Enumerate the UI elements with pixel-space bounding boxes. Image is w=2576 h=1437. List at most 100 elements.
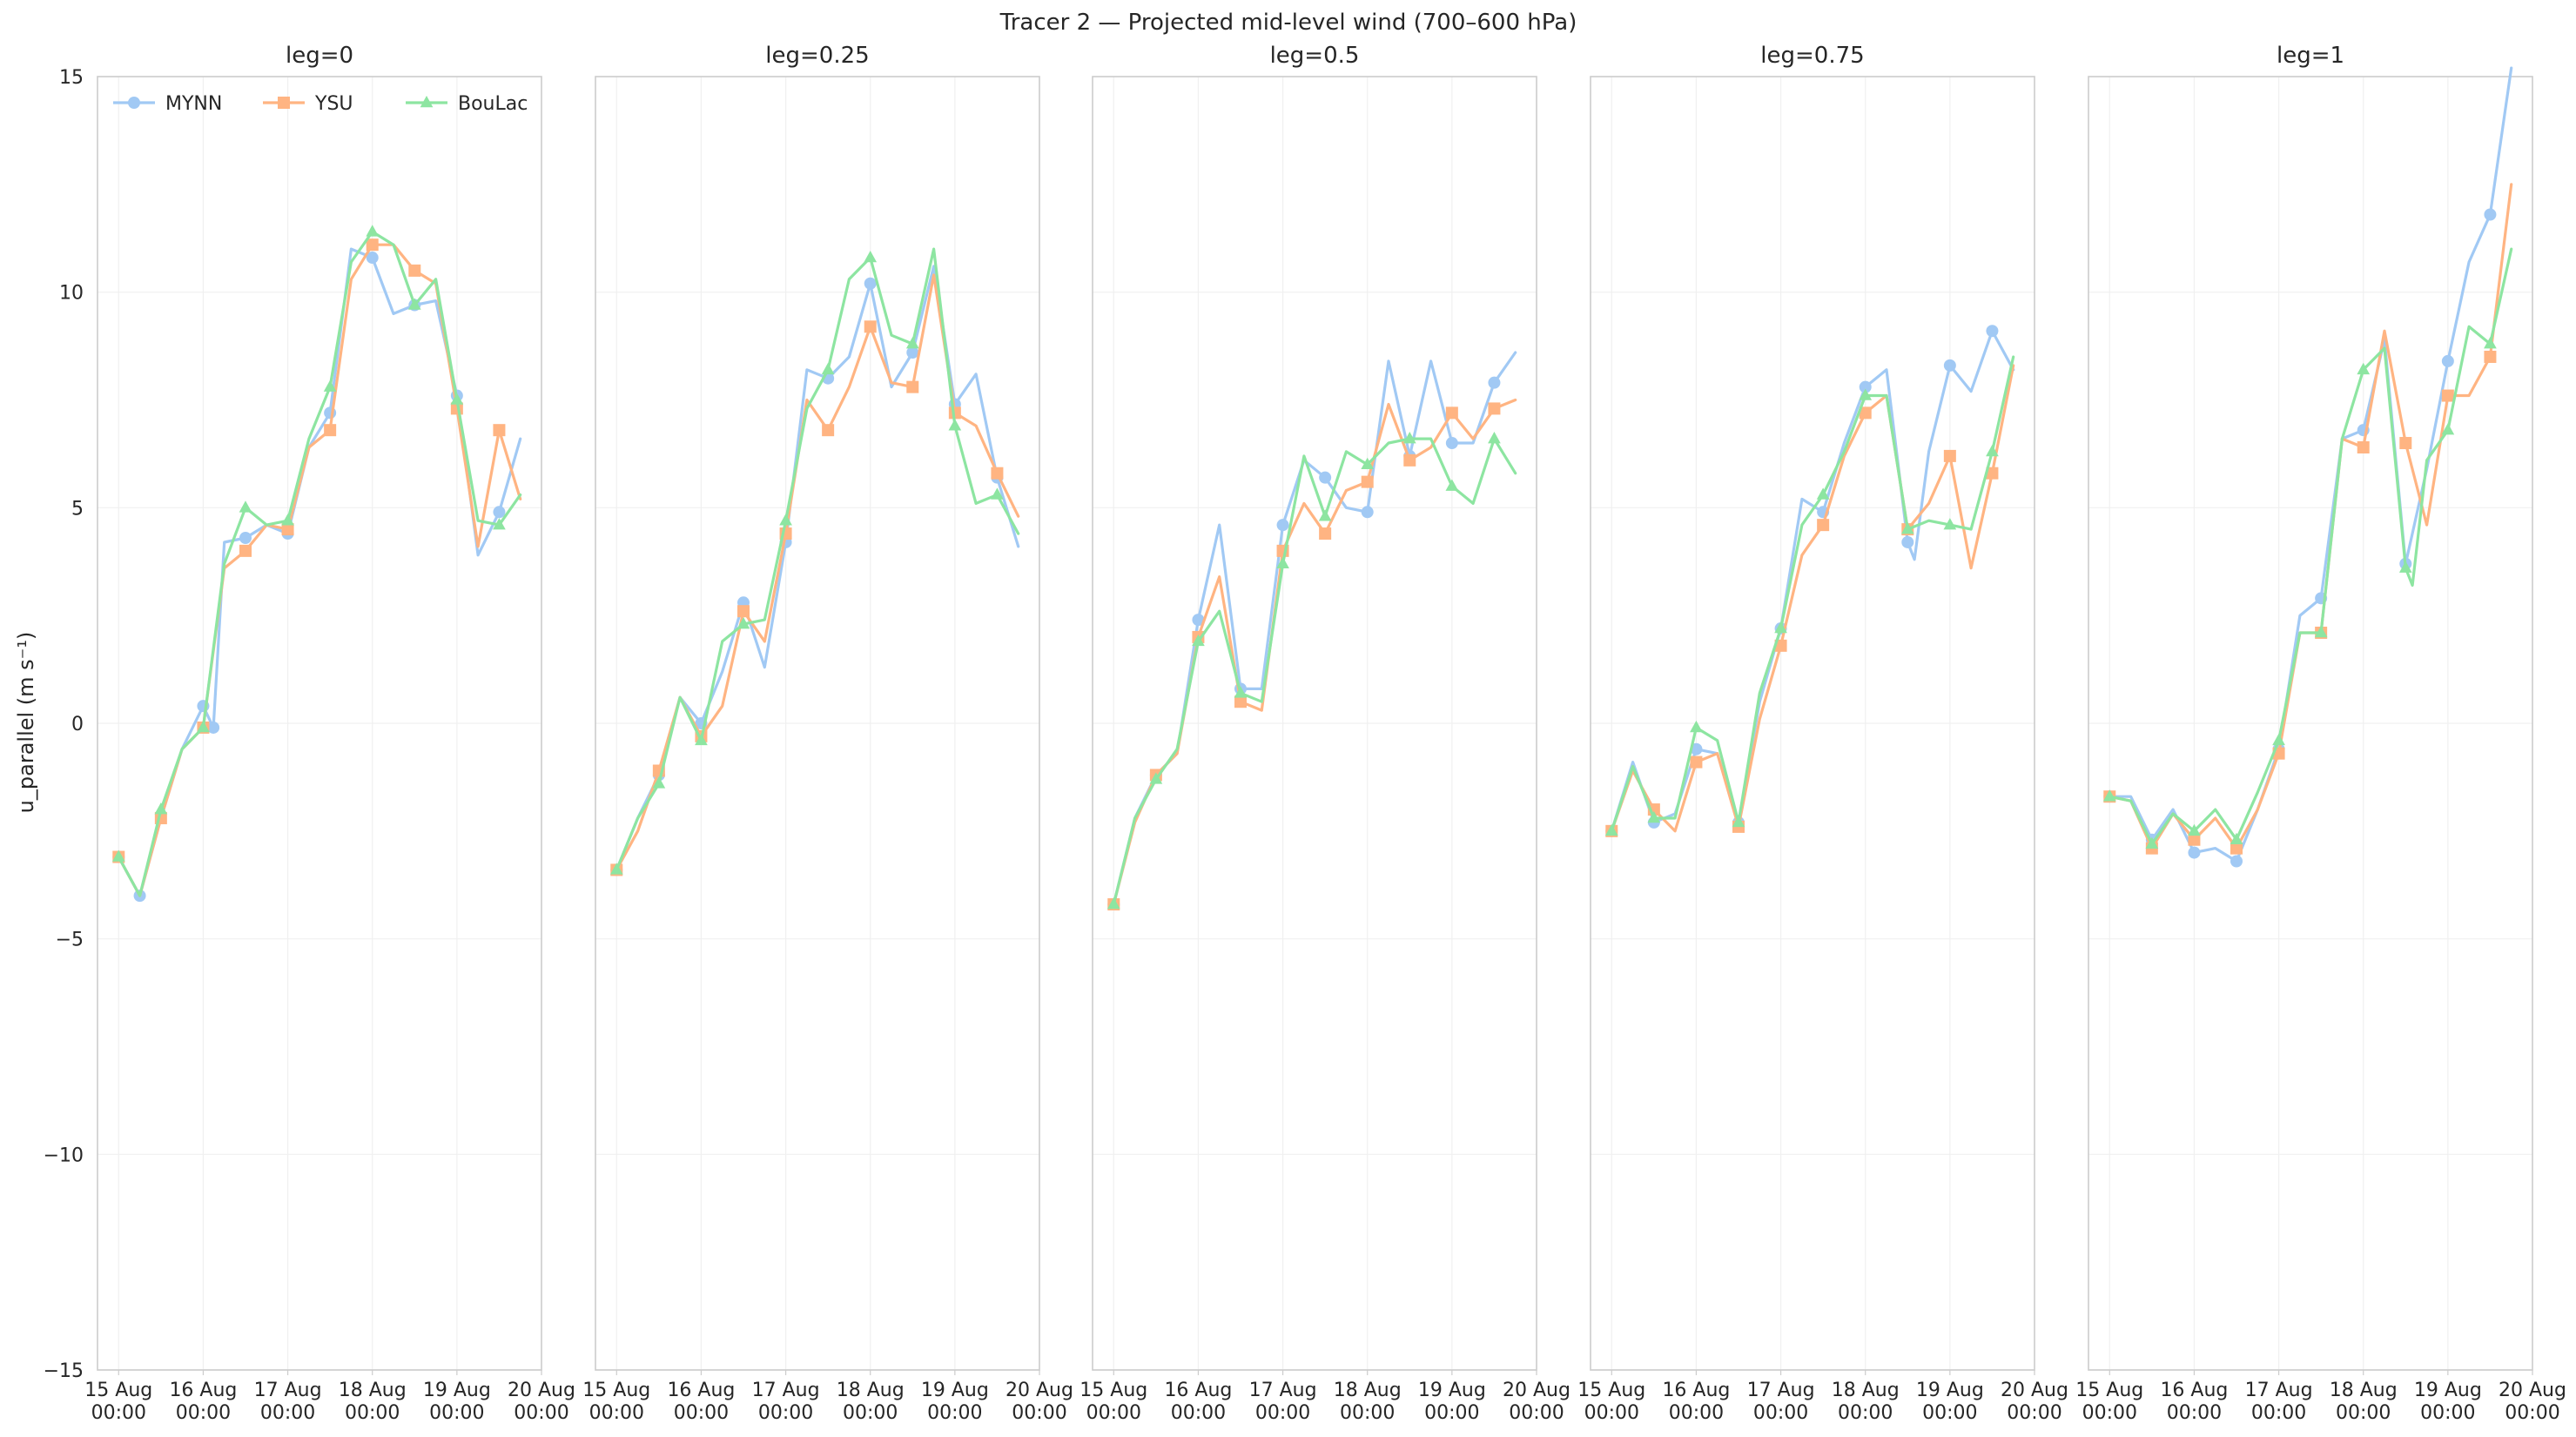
data-point (1445, 406, 1458, 420)
panel-2: leg=0.5 15 Aug 00:00 16 Aug 00:00 17 Aug 00:00… (1079, 43, 1570, 1424)
data-point (2272, 733, 2285, 746)
data-point (609, 863, 623, 875)
data-point (1732, 815, 1745, 828)
series-line (2108, 183, 2513, 850)
panel-1: leg=0.25 15 Aug 00:00 16 Aug 00:00 17 Aug 00:0… (582, 43, 1073, 1424)
series-line (117, 247, 522, 897)
series-boulac (111, 225, 522, 897)
y-tick-label: −5 (56, 930, 84, 951)
series-line (1112, 351, 1517, 906)
data-point (1774, 639, 1787, 652)
x-tick-label: 15 Aug 00:00 (2075, 1380, 2143, 1424)
data-point (450, 393, 464, 405)
data-point (1106, 896, 1120, 910)
data-point (2398, 561, 2412, 573)
data-point (1647, 810, 1661, 823)
x-tick-label: 15 Aug 00:00 (582, 1380, 650, 1424)
series-line (1610, 364, 2015, 833)
y-tick-label: −15 (44, 1360, 84, 1382)
y-tick-label: 10 (59, 283, 84, 305)
data-point (991, 467, 1004, 480)
series-mynn (2103, 66, 2513, 868)
data-point (948, 419, 962, 431)
panel-frame (595, 76, 1040, 1371)
x-tick-label: 16 Aug 00:00 (2160, 1380, 2228, 1424)
data-point (864, 320, 877, 333)
legend-label: MYNN (165, 93, 222, 115)
series-line (1610, 329, 2015, 833)
x-tick-label: 15 Aug 00:00 (1577, 1380, 1645, 1424)
data-point (1690, 755, 1703, 769)
series-ysu (1605, 364, 2015, 837)
data-point (1234, 695, 1247, 708)
data-point (695, 733, 708, 746)
series-line (1610, 355, 2015, 833)
data-point (1859, 380, 1872, 393)
series-line (2108, 247, 2513, 846)
x-tick-label: 17 Aug 00:00 (1747, 1380, 1815, 1424)
x-tick-label: 17 Aug 00:00 (752, 1380, 820, 1424)
data-point (366, 252, 379, 265)
data-point (1943, 449, 1956, 462)
data-point (1817, 519, 1830, 532)
x-tick-label: 17 Aug 00:00 (1249, 1380, 1317, 1424)
x-tick-label: 18 Aug 00:00 (339, 1380, 407, 1424)
series-boulac (1106, 432, 1517, 910)
data-point (408, 264, 421, 277)
data-point (1859, 406, 1872, 420)
x-tick-label: 19 Aug 00:00 (1418, 1380, 1486, 1424)
data-point (1149, 772, 1163, 784)
data-point (2188, 833, 2201, 846)
data-point (207, 721, 220, 734)
x-tick-label: 15 Aug 00:00 (84, 1380, 152, 1424)
series-mynn (610, 265, 1020, 876)
panel-frame (1590, 76, 2035, 1371)
x-tick-label: 18 Aug 00:00 (1832, 1380, 1900, 1424)
data-point (1774, 621, 1787, 634)
x-tick-label: 20 Aug 00:00 (2499, 1380, 2566, 1424)
data-point (324, 424, 337, 437)
data-point (1361, 475, 1374, 488)
data-point (2399, 437, 2412, 450)
series-mynn (112, 247, 522, 903)
data-point (1276, 556, 1289, 568)
data-point (1604, 823, 1618, 836)
series-boulac (609, 247, 1020, 875)
legend-label: BouLac (458, 93, 528, 115)
data-point (991, 487, 1004, 500)
x-tick-label: 20 Aug 00:00 (508, 1380, 575, 1424)
data-point (779, 514, 792, 526)
legend-marker (278, 97, 290, 109)
x-tick-label: 19 Aug 00:00 (423, 1380, 491, 1424)
data-point (239, 532, 252, 545)
data-point (2484, 208, 2497, 221)
data-point (2484, 350, 2497, 363)
series-mynn (1605, 325, 2015, 837)
x-tick-label: 19 Aug 00:00 (921, 1380, 989, 1424)
x-tick-label: 20 Aug 00:00 (2001, 1380, 2068, 1424)
data-point (1488, 376, 1501, 389)
series-line (1112, 437, 1517, 906)
data-point (1319, 471, 1332, 484)
data-point (1690, 720, 1703, 733)
data-point (407, 298, 421, 310)
x-tick-label: 17 Aug 00:00 (254, 1380, 322, 1424)
data-point (1943, 359, 1956, 372)
data-point (1488, 402, 1501, 415)
data-point (2230, 842, 2243, 855)
series-line (117, 243, 522, 897)
legend: MYNN YSU BouLac (113, 93, 528, 115)
series-ysu (2103, 183, 2513, 855)
y-tick-label: 15 (59, 67, 84, 89)
data-point (652, 776, 666, 789)
y-axis-label: u_parallel (m s⁻¹) (14, 632, 38, 814)
data-point (1234, 686, 1248, 698)
series-line (1112, 398, 1517, 906)
data-point (1445, 437, 1458, 450)
x-tick-label: 18 Aug 00:00 (837, 1380, 905, 1424)
data-point (2484, 337, 2497, 349)
x-tick-label: 20 Aug 00:00 (1503, 1380, 1570, 1424)
panel-4: leg=1 15 Aug 00:00 16 Aug 00:00 17 Aug 00:00 18… (2075, 43, 2566, 1424)
data-point (2441, 423, 2455, 435)
panel-3: leg=0.75 15 Aug 00:00 16 Aug 00:00 17 Aug 00:0… (1577, 43, 2068, 1424)
